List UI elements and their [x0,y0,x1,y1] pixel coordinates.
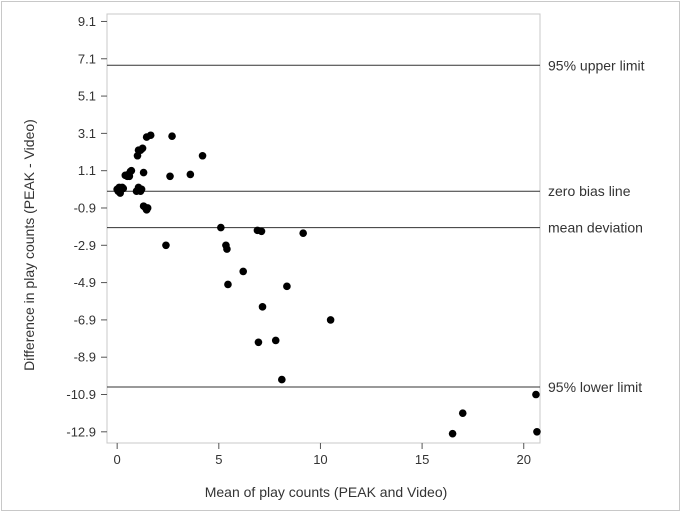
data-point [168,132,176,140]
data-point [217,223,225,232]
data-point [223,245,231,253]
y-tick-label: 3.1 [78,126,96,141]
data-points [113,131,541,438]
data-point [198,151,207,160]
data-point [254,338,263,347]
data-point [162,241,170,250]
x-tick-label: 5 [215,452,222,467]
x-axis-label: Mean of play counts (PEAK and Video) [205,484,448,500]
reference-line-label: 95% upper limit [548,57,645,73]
x-axis: 0 5 10 15 20 [114,443,531,467]
plot-border [106,13,541,444]
data-point [143,204,152,212]
y-tick-label: -0.9 [74,200,96,215]
data-point [224,280,232,289]
data-point [278,375,286,384]
y-axis-label: Difference in play counts (PEAK - Video) [21,119,37,371]
data-point [257,227,266,236]
data-point [271,336,280,345]
y-tick-label: -6.9 [74,312,96,327]
plot-area [106,13,541,444]
data-point [283,282,291,291]
y-tick-label: -8.9 [74,350,96,365]
y-tick-label: -10.9 [66,387,96,402]
data-point [166,172,174,181]
data-point [299,229,307,237]
data-point [138,144,147,153]
reference-line-label: mean deviation [548,220,643,236]
data-point [146,131,155,140]
y-tick-label: 5.1 [78,89,96,104]
x-tick-label: 20 [517,452,531,467]
x-tick-label: 15 [415,452,429,467]
data-point [458,409,467,417]
reference-line-label: 95% lower limit [548,379,642,395]
data-point [326,316,335,324]
y-tick-label: 7.1 [78,51,96,66]
y-tick-label: 1.1 [78,163,96,178]
data-point [532,390,540,399]
x-tick-label: 10 [313,452,327,467]
y-axis: 9.1 7.1 5.1 3.1 1.1 -0.9 -2.9 -4.9 -6.9 -8.9 -10.9… [66,14,107,439]
reference-line-label: zero bias line [548,183,631,199]
data-point [186,170,195,179]
data-point [239,267,248,276]
reference-lines: 95% upper limit zero bias line mean deviat… [107,57,645,395]
y-tick-label: 9.1 [78,14,96,29]
y-tick-label: -12.9 [66,424,96,439]
x-tick-label: 0 [114,452,121,467]
data-point [533,428,541,436]
data-point [137,185,146,194]
data-point [448,429,457,438]
data-point [119,184,128,193]
y-tick-label: -4.9 [74,275,96,290]
y-tick-label: -2.9 [74,238,96,253]
data-point [127,166,136,175]
data-point [258,303,267,311]
data-point [139,168,148,177]
